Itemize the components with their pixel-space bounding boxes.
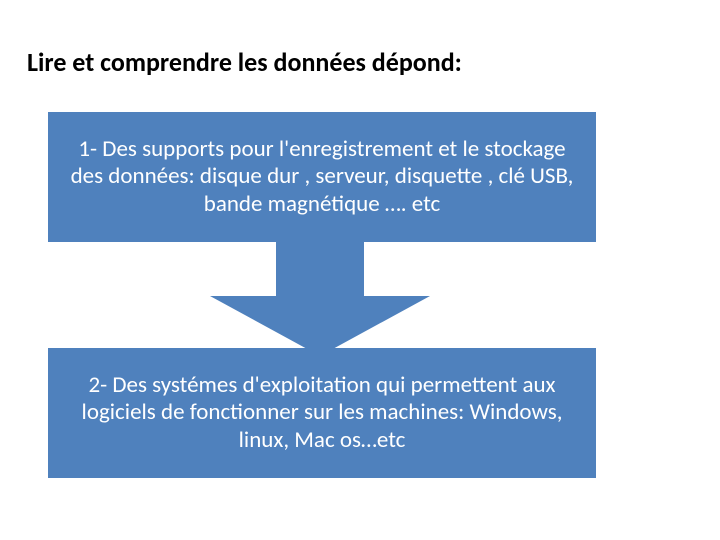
flow-box-1-text: 1- Des supports pour l'enregistrement et… (68, 136, 576, 217)
flow-box-1: 1- Des supports pour l'enregistrement et… (48, 112, 596, 242)
down-arrow-icon (210, 236, 430, 356)
flow-box-2-text: 2- Des systémes d'exploitation qui perme… (76, 372, 568, 453)
flow-box-2: 2- Des systémes d'exploitation qui perme… (48, 348, 596, 478)
slide-title: Lire et comprendre les données dépond: (27, 46, 462, 78)
slide-canvas: Lire et comprendre les données dépond: 1… (0, 0, 720, 540)
